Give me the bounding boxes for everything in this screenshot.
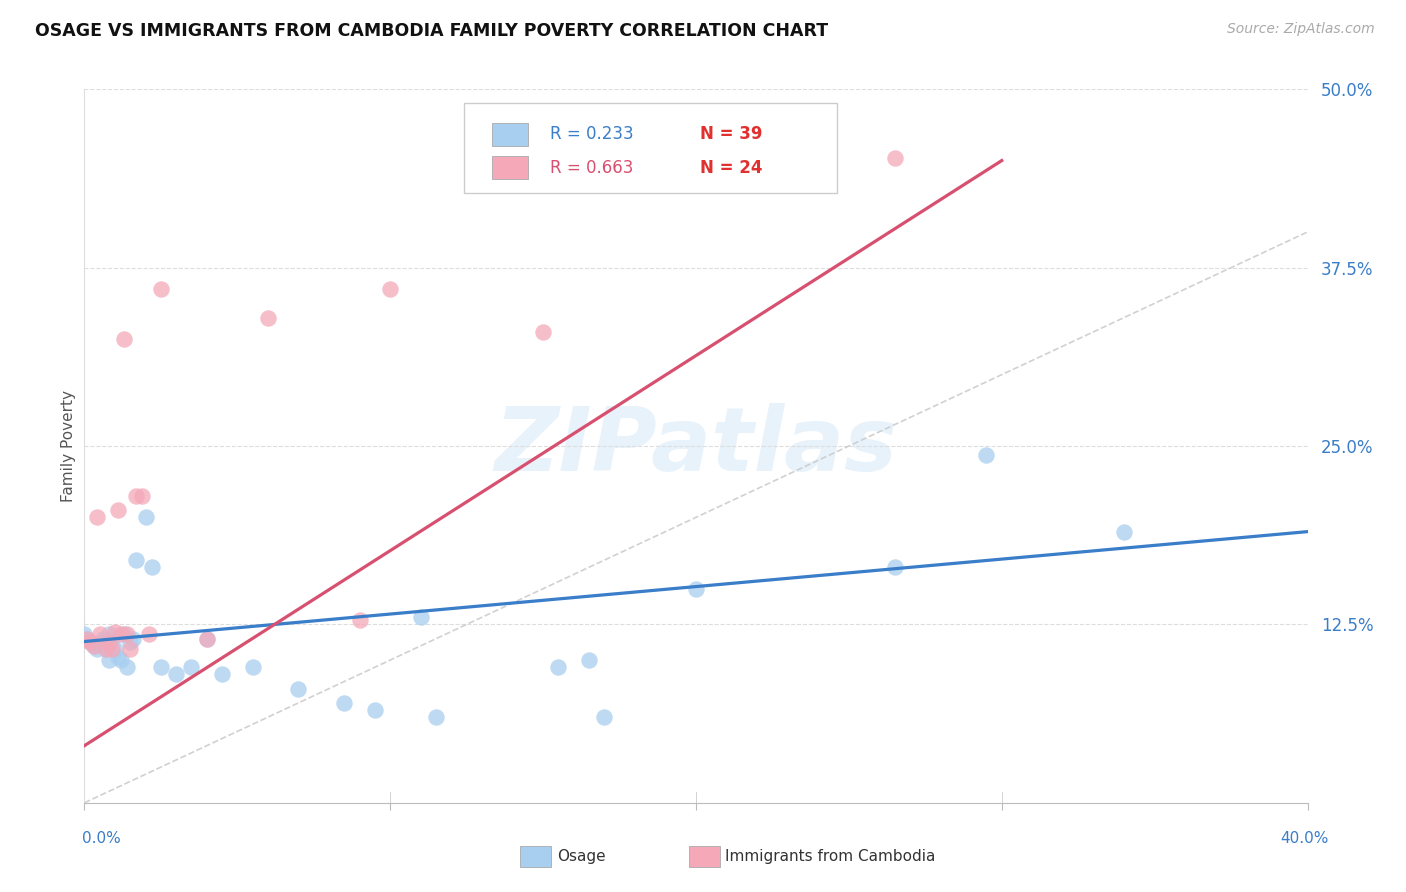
Point bbox=[76, 632, 98, 646]
Y-axis label: Family Poverty: Family Poverty bbox=[60, 390, 76, 502]
Point bbox=[120, 641, 142, 656]
Point bbox=[685, 582, 707, 596]
Point bbox=[578, 653, 600, 667]
Point bbox=[91, 632, 114, 646]
Point bbox=[1114, 524, 1136, 539]
Point bbox=[94, 641, 117, 656]
Point bbox=[110, 627, 132, 641]
Point bbox=[97, 636, 120, 650]
Text: N = 39: N = 39 bbox=[700, 125, 762, 143]
Text: Osage: Osage bbox=[557, 849, 606, 863]
Point bbox=[89, 636, 111, 650]
Point bbox=[120, 634, 142, 648]
Point bbox=[76, 632, 98, 646]
Point bbox=[104, 624, 127, 639]
Point bbox=[131, 489, 153, 503]
Point bbox=[138, 627, 160, 641]
Text: 0.0%: 0.0% bbox=[82, 831, 121, 847]
Point bbox=[364, 703, 387, 717]
Point bbox=[115, 627, 138, 641]
Text: R = 0.233: R = 0.233 bbox=[550, 125, 634, 143]
Point bbox=[115, 660, 138, 674]
Bar bbox=[492, 123, 529, 145]
Point bbox=[79, 634, 101, 648]
Point bbox=[101, 641, 124, 656]
Point bbox=[94, 641, 117, 656]
Point bbox=[110, 653, 132, 667]
Point bbox=[79, 634, 101, 648]
Point bbox=[125, 553, 148, 567]
Point bbox=[125, 489, 148, 503]
Point bbox=[107, 503, 129, 517]
Point bbox=[97, 627, 120, 641]
Point bbox=[425, 710, 447, 724]
Point bbox=[86, 641, 108, 656]
Point bbox=[257, 310, 280, 325]
Point bbox=[101, 632, 124, 646]
Point bbox=[195, 632, 218, 646]
Point bbox=[86, 510, 108, 524]
Point bbox=[242, 660, 264, 674]
Point bbox=[976, 448, 998, 462]
Bar bbox=[492, 156, 529, 179]
Point bbox=[104, 641, 127, 656]
Point bbox=[333, 696, 356, 710]
Point bbox=[883, 151, 905, 165]
Point bbox=[593, 710, 616, 724]
Point bbox=[211, 667, 233, 681]
Text: R = 0.663: R = 0.663 bbox=[550, 159, 634, 177]
Point bbox=[883, 560, 905, 574]
Text: N = 24: N = 24 bbox=[700, 159, 762, 177]
Point bbox=[83, 639, 105, 653]
Point bbox=[349, 613, 371, 627]
Point bbox=[380, 282, 402, 296]
Text: 40.0%: 40.0% bbox=[1281, 831, 1329, 847]
Point bbox=[73, 627, 96, 641]
Point bbox=[107, 650, 129, 665]
Point bbox=[180, 660, 202, 674]
FancyBboxPatch shape bbox=[464, 103, 837, 193]
Text: ZIPatlas: ZIPatlas bbox=[495, 402, 897, 490]
Point bbox=[89, 627, 111, 641]
Text: Immigrants from Cambodia: Immigrants from Cambodia bbox=[725, 849, 936, 863]
Point bbox=[135, 510, 157, 524]
Text: Source: ZipAtlas.com: Source: ZipAtlas.com bbox=[1227, 22, 1375, 37]
Point bbox=[409, 610, 432, 624]
Point bbox=[531, 325, 554, 339]
Point bbox=[195, 632, 218, 646]
Point bbox=[149, 660, 172, 674]
Point bbox=[112, 627, 135, 641]
Text: OSAGE VS IMMIGRANTS FROM CAMBODIA FAMILY POVERTY CORRELATION CHART: OSAGE VS IMMIGRANTS FROM CAMBODIA FAMILY… bbox=[35, 22, 828, 40]
Point bbox=[287, 681, 309, 696]
Point bbox=[547, 660, 569, 674]
Point bbox=[83, 639, 105, 653]
Point bbox=[97, 653, 120, 667]
Point bbox=[112, 332, 135, 346]
Point bbox=[149, 282, 172, 296]
Point bbox=[141, 560, 163, 574]
Point bbox=[165, 667, 187, 681]
Point bbox=[122, 632, 145, 646]
